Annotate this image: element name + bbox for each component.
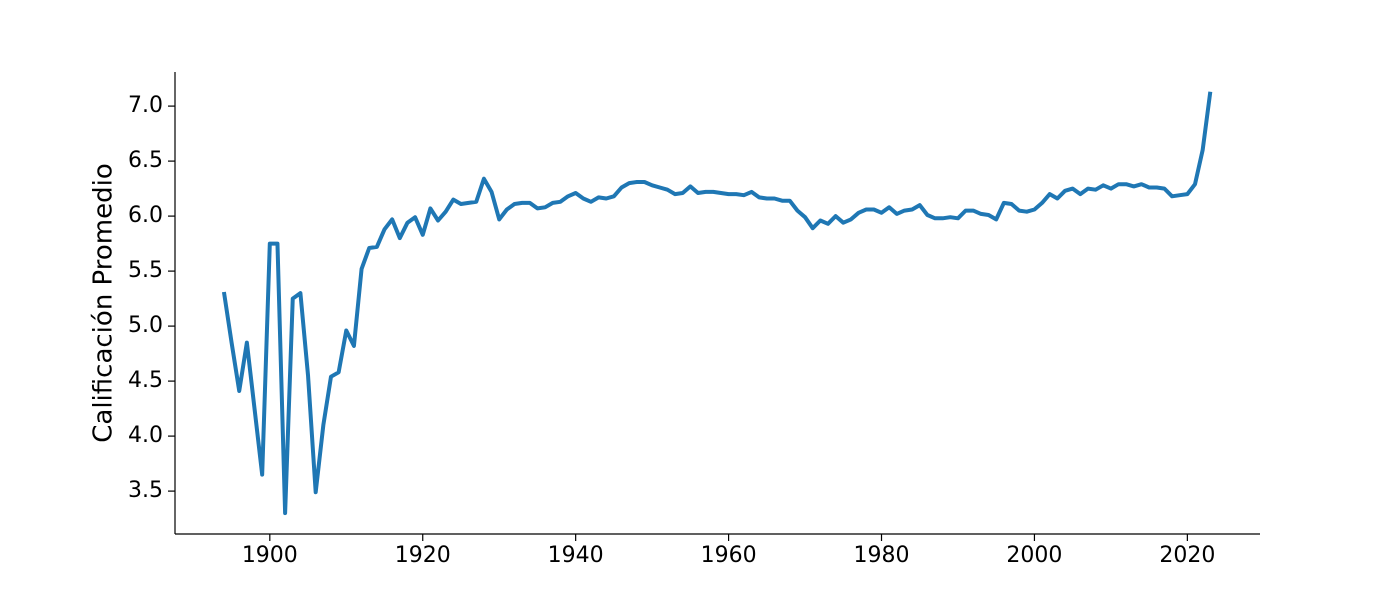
y-axis-label: Calificación Promedio bbox=[89, 163, 119, 443]
x-tick-label: 1940 bbox=[548, 543, 604, 568]
y-tick-label: 4.5 bbox=[128, 368, 163, 393]
y-tick-label: 5.0 bbox=[128, 313, 163, 338]
x-tick-label: 1960 bbox=[701, 543, 757, 568]
y-tick-label: 7.0 bbox=[128, 93, 163, 118]
x-tick-label: 1900 bbox=[242, 543, 298, 568]
x-tick-label: 1920 bbox=[395, 543, 451, 568]
y-tick-label: 3.5 bbox=[128, 478, 163, 503]
x-tick-label: 2000 bbox=[1006, 543, 1062, 568]
y-tick-label: 5.5 bbox=[128, 258, 163, 283]
y-tick-label: 6.5 bbox=[128, 148, 163, 173]
y-tick-label: 6.0 bbox=[128, 203, 163, 228]
line-series bbox=[221, 91, 1213, 516]
y-tick-label: 4.0 bbox=[128, 423, 163, 448]
x-tick-label: 2020 bbox=[1159, 543, 1215, 568]
x-tick-label: 1980 bbox=[854, 543, 910, 568]
